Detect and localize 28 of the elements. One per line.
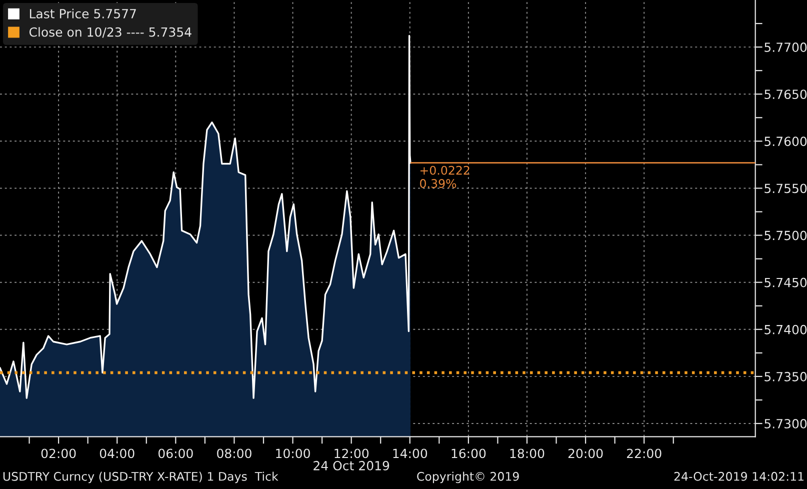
x-tick-label: 22:00 — [627, 448, 662, 458]
text: 24-Oct-2019 14:02:11 — [674, 472, 804, 481]
x-tick-label: 12:00 — [334, 448, 369, 458]
legend-label: Close on 10/23 ---- 5.7354 — [29, 27, 192, 38]
y-tick-label: 5.7450 — [764, 278, 807, 288]
x-tick-label: 14:00 — [393, 448, 428, 458]
x-tick-label: 08:00 — [217, 448, 252, 458]
legend-label: Last Price 5.7577 — [30, 8, 136, 18]
y-tick-label: 5.7300 — [764, 418, 807, 428]
x-tick-label: 04:00 — [100, 448, 134, 458]
annotation: 0.39% — [420, 179, 456, 188]
x-tick-label: 20:00 — [568, 448, 603, 458]
x-tick-label: 16:00 — [452, 448, 486, 458]
annotation: +0.0222 — [420, 166, 470, 175]
x-tick-label: 18:00 — [510, 448, 544, 458]
y-tick-label: 5.7650 — [764, 90, 807, 100]
y-tick-label: 5.7350 — [764, 372, 807, 382]
y-tick-label: 5.7500 — [764, 230, 807, 240]
y-tick-label: 5.7550 — [764, 184, 807, 194]
x-axis-title: 24 Oct 2019 — [314, 460, 390, 470]
text: USDTRY Curncy (USD-TRY X-RATE) 1 Days Tick — [3, 472, 278, 484]
x-tick-label: 10:00 — [276, 448, 310, 458]
y-tick-label: 5.7400 — [764, 324, 807, 334]
y-tick-label: 5.7700 — [764, 42, 807, 52]
x-tick-label: 02:00 — [41, 448, 76, 458]
x-tick-label: 06:00 — [158, 448, 193, 458]
y-tick-label: 5.7600 — [764, 136, 807, 146]
text: Copyright© 2019 — [417, 472, 519, 484]
